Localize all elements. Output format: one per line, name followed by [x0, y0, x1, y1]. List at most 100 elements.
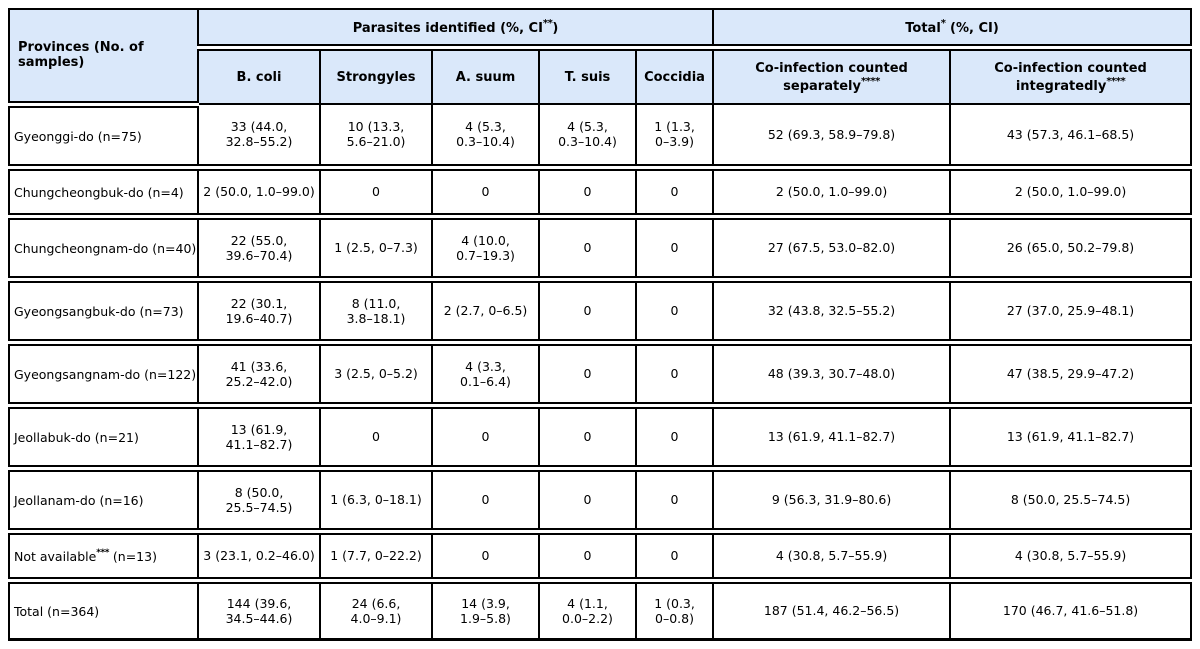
table-cell: 1 (6.3, 0–18.1) [319, 467, 433, 535]
table-cell: 4 (30.8, 5.7–55.9) [949, 530, 1193, 584]
province-label: Not available [14, 548, 97, 564]
table-cell: 0 [538, 278, 637, 346]
table-row-not-available: Not available*** (n=13) 3 (23.1, 0.2–46.… [8, 530, 1193, 584]
province-label: Jeollabuk-do (n=21) [14, 429, 139, 445]
table-cell: 4 (3.3, 0.1–6.4) [431, 341, 540, 409]
table-cell: 0 [634, 530, 715, 584]
table-cell: 170 (46.7, 41.6–51.8) [949, 579, 1193, 641]
table-cell: 0 [634, 166, 715, 220]
table-cell: 0 [319, 404, 433, 472]
table-cell: 33 (44.0, 32.8–55.2) [197, 103, 321, 171]
column-header-coinfection-integratedly: Co-infection counted integratedly**** [949, 46, 1193, 105]
table-cell: 0 [634, 278, 715, 346]
table-cell: 0 [634, 467, 715, 535]
table-cell: 0 [538, 467, 637, 535]
column-header-b-coli: B. coli [197, 46, 321, 105]
table-cell: 0 [538, 166, 637, 220]
column-header-coccidia: Coccidia [634, 46, 715, 105]
table-row-gyeonggi: Gyeonggi-do (n=75) 33 (44.0, 32.8–55.2) … [8, 103, 1193, 171]
table-cell: 1 (2.5, 0–7.3) [319, 215, 433, 283]
table-cell: 2 (50.0, 1.0–99.0) [949, 166, 1193, 220]
table-cell: 2 (50.0, 1.0–99.0) [712, 166, 952, 220]
table-cell: 0 [538, 404, 637, 472]
table-row-jeollabuk: Jeollabuk-do (n=21) 13 (61.9, 41.1–82.7)… [8, 404, 1193, 472]
table-cell: 0 [538, 341, 637, 409]
parasite-prevalence-table: Provinces (No. of samples) Parasites ide… [8, 8, 1193, 641]
table-cell: 52 (69.3, 58.9–79.8) [712, 103, 952, 171]
table-cell: 1 (0.3, 0–0.8) [634, 579, 715, 641]
table-header-group-row: Provinces (No. of samples) Parasites ide… [8, 8, 1193, 108]
table-cell: 8 (50.0, 25.5–74.5) [197, 467, 321, 535]
table-cell: 47 (38.5, 29.9–47.2) [949, 341, 1193, 409]
table-row-gyeongsangnam: Gyeongsangnam-do (n=122) 41 (33.6, 25.2–… [8, 341, 1193, 409]
province-label: Gyeongsangnam-do (n=122) [14, 366, 197, 382]
total-group-label-end: (%, CI) [945, 21, 999, 36]
table-cell: 0 [634, 341, 715, 409]
table-cell: 0 [538, 530, 637, 584]
table-row-chungcheongnam: Chungcheongnam-do (n=40) 22 (55.0, 39.6–… [8, 215, 1193, 283]
table-cell: 22 (55.0, 39.6–70.4) [197, 215, 321, 283]
column-header-a-suum: A. suum [431, 46, 540, 105]
table-cell: 0 [319, 166, 433, 220]
parasites-group-superscript: ** [542, 18, 553, 29]
coinfection-separately-label: Co-infection counted separately [755, 60, 908, 94]
table-cell: 41 (33.6, 25.2–42.0) [197, 341, 321, 409]
table-cell: 24 (6.6, 4.0–9.1) [319, 579, 433, 641]
table-cell: 0 [431, 467, 540, 535]
table-cell: 0 [431, 404, 540, 472]
table-cell: 4 (1.1, 0.0–2.2) [538, 579, 637, 641]
table-row-chungcheongbuk: Chungcheongbuk-do (n=4) 2 (50.0, 1.0–99.… [8, 166, 1193, 220]
table-cell: 10 (13.3, 5.6–21.0) [319, 103, 433, 171]
province-label: Jeollanam-do (n=16) [14, 492, 144, 508]
coinfection-integratedly-label: Co-infection counted integratedly [994, 60, 1147, 94]
coinfection-separately-superscript: **** [860, 75, 880, 87]
parasites-group-label: Parasites identified (%, CI [352, 21, 543, 36]
province-label-end: (n=13) [108, 548, 157, 564]
table-cell: 3 (2.5, 0–5.2) [319, 341, 433, 409]
table-cell: 0 [634, 215, 715, 283]
table-header-sub-row: B. coli Strongyles A. suum T. suis Cocci… [9, 46, 1193, 105]
table-cell: 0 [431, 530, 540, 584]
table-cell: 8 (11.0, 3.8–18.1) [319, 278, 433, 346]
column-group-parasites: Parasites identified (%, CI**) [196, 8, 715, 51]
row-header-province: Gyeongsangbuk-do (n=73) [8, 278, 199, 346]
column-header-coinfection-separately: Co-infection counted separately**** [712, 46, 952, 105]
province-label: Chungcheongbuk-do (n=4) [14, 184, 184, 200]
row-header-province: Jeollanam-do (n=16) [8, 467, 199, 535]
column-group-total: Total* (%, CI) [712, 8, 1193, 51]
table-cell: 32 (43.8, 32.5–55.2) [712, 278, 952, 346]
table-row-gyeongsangbuk: Gyeongsangbuk-do (n=73) 22 (30.1, 19.6–4… [8, 278, 1193, 346]
table-cell: 4 (30.8, 5.7–55.9) [712, 530, 952, 584]
table-row-jeollanam: Jeollanam-do (n=16) 8 (50.0, 25.5–74.5) … [8, 467, 1193, 535]
table-cell: 187 (51.4, 46.2–56.5) [712, 579, 952, 641]
table-cell: 43 (57.3, 46.1–68.5) [949, 103, 1193, 171]
province-label: Total (n=364) [14, 603, 100, 619]
table-row-total: Total (n=364) 144 (39.6, 34.5–44.6) 24 (… [8, 579, 1193, 641]
province-superscript: *** [96, 547, 109, 558]
total-group-label: Total [905, 21, 941, 36]
province-label: Gyeongsangbuk-do (n=73) [14, 303, 184, 319]
table-cell: 4 (5.3, 0.3–10.4) [431, 103, 540, 171]
row-header-province: Gyeongsangnam-do (n=122) [8, 341, 199, 409]
coinfection-integratedly-superscript: **** [1106, 75, 1126, 87]
table-cell: 22 (30.1, 19.6–40.7) [197, 278, 321, 346]
row-header-province: Total (n=364) [8, 579, 199, 641]
row-header-province: Jeollabuk-do (n=21) [8, 404, 199, 472]
table-cell: 2 (50.0, 1.0–99.0) [197, 166, 321, 220]
column-header-strongyles: Strongyles [319, 46, 433, 105]
row-header-province: Gyeonggi-do (n=75) [8, 103, 199, 171]
table-cell: 9 (56.3, 31.9–80.6) [712, 467, 952, 535]
parasites-group-label-end: ) [552, 21, 559, 36]
table-cell: 26 (65.0, 50.2–79.8) [949, 215, 1193, 283]
table-cell: 8 (50.0, 25.5–74.5) [949, 467, 1193, 535]
table-cell: 1 (7.7, 0–22.2) [319, 530, 433, 584]
table-cell: 13 (61.9, 41.1–82.7) [712, 404, 952, 472]
row-header-province: Chungcheongnam-do (n=40) [8, 215, 199, 283]
table-cell: 4 (5.3, 0.3–10.4) [538, 103, 637, 171]
table-cell: 0 [634, 404, 715, 472]
table-cell: 48 (39.3, 30.7–48.0) [712, 341, 952, 409]
table-cell: 14 (3.9, 1.9–5.8) [431, 579, 540, 641]
table-cell: 27 (37.0, 25.9–48.1) [949, 278, 1193, 346]
total-group-superscript: * [940, 18, 946, 29]
